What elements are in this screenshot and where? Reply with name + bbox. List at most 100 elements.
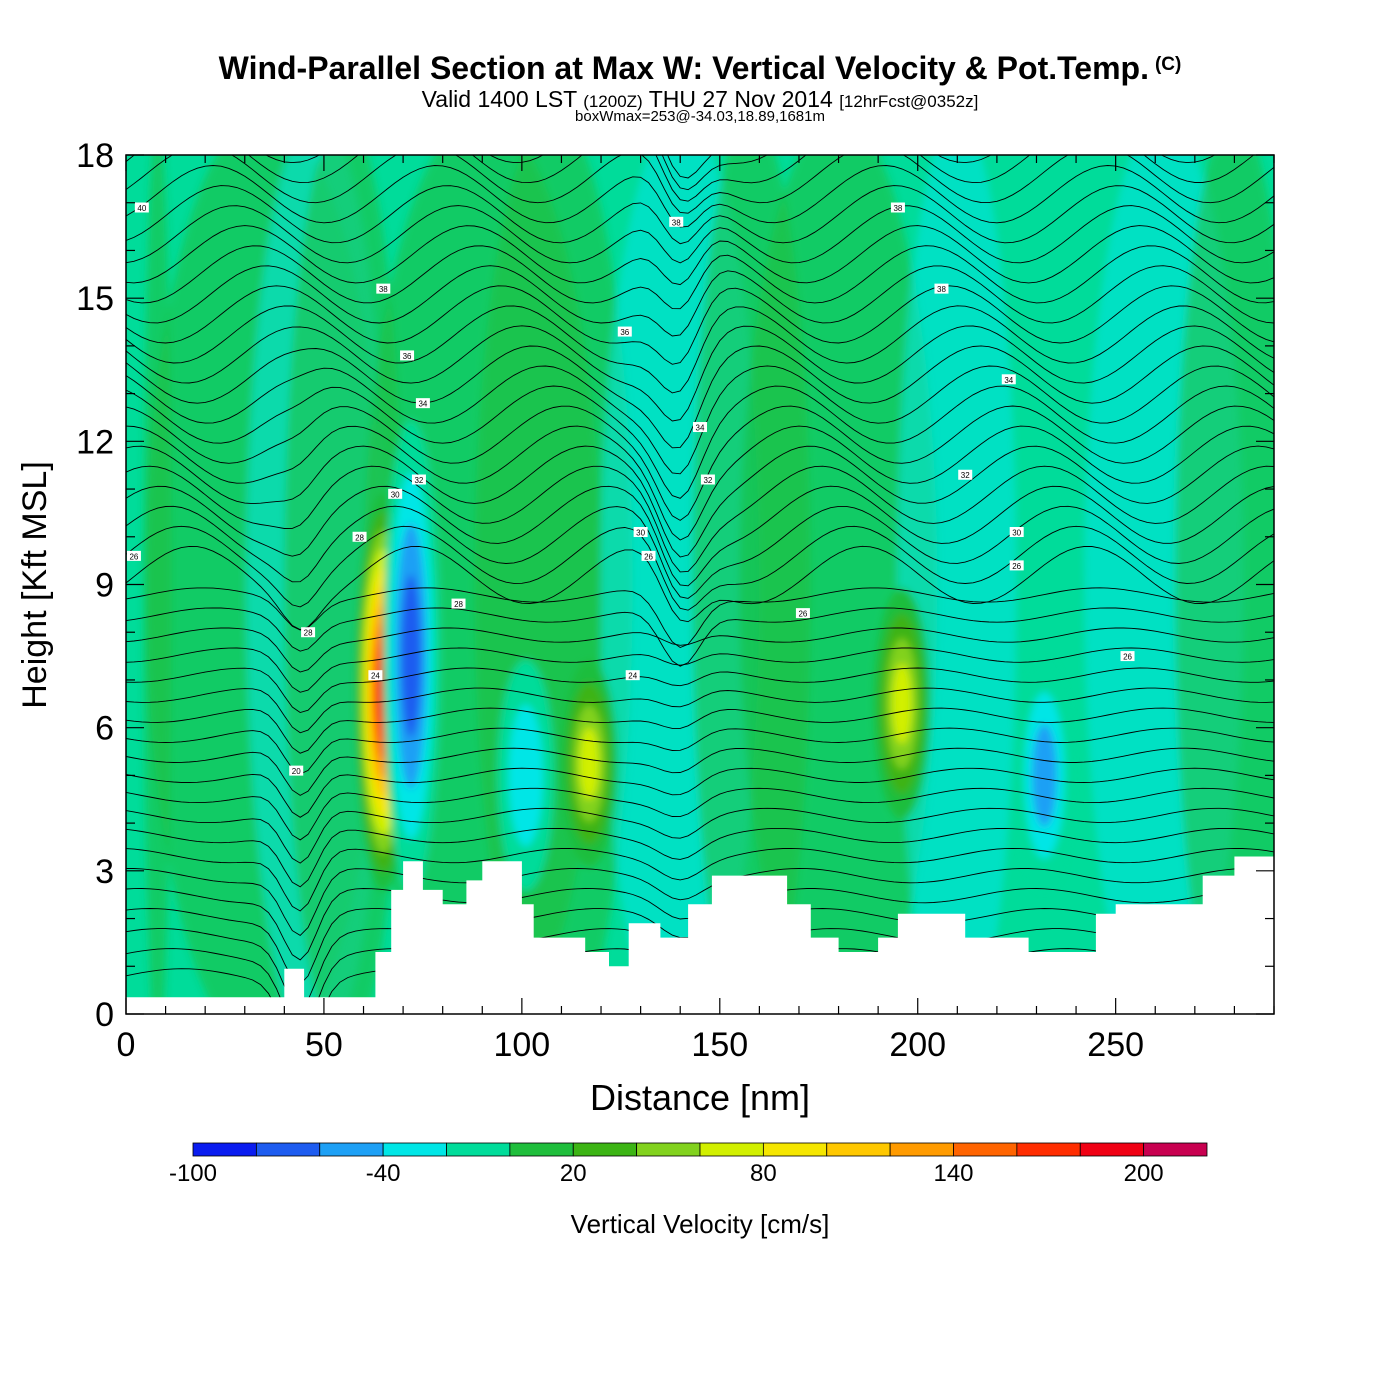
copyright-mark: (C) [1154, 54, 1182, 75]
contour-label: 36 [617, 326, 632, 337]
contour-label-bg [1120, 651, 1135, 662]
colorbar-segment [509, 1142, 574, 1157]
contour-label: 32 [411, 474, 426, 485]
colorbar-segment [572, 1142, 638, 1157]
field-core [401, 574, 421, 738]
contour-label-text: 30 [1012, 529, 1021, 538]
contour-label-bg [289, 765, 304, 776]
colorbar-segment [1016, 1142, 1081, 1157]
y-tick-label: 18 [76, 137, 114, 175]
theta-contour-line [126, 607, 1274, 667]
theta-contour-line [126, 485, 1274, 587]
contour-label-bg [795, 608, 810, 619]
theta-contour-line [126, 465, 1274, 573]
theta-contour-line [126, 627, 1274, 673]
theta-contour-line [126, 165, 1274, 228]
contour-label: 30 [388, 488, 403, 499]
theta-contour-line [126, 345, 1274, 449]
contour-label-bg [301, 627, 316, 638]
y-tick-label: 6 [95, 710, 114, 748]
theta-contour-line [126, 587, 1274, 649]
contour-label-bg [352, 531, 367, 542]
contour-label-text: 26 [129, 552, 138, 561]
contour-label-text: 36 [620, 328, 629, 337]
contour-label: 26 [1009, 560, 1024, 571]
contour-label-text: 26 [644, 552, 653, 561]
field-band [1175, 155, 1274, 1014]
field-core [508, 704, 544, 847]
contour-label-text: 38 [672, 218, 681, 227]
contour-label: 24 [368, 670, 383, 681]
colorbar-label: Vertical Velocity [cm/s] [571, 1209, 830, 1239]
contour-label: 40 [134, 202, 149, 213]
contour-label: 30 [633, 527, 648, 538]
contour-label: 28 [451, 598, 466, 609]
theta-contour-line [126, 365, 1274, 475]
theta-contour-line [126, 305, 1274, 394]
contour-label: 24 [625, 670, 640, 681]
contour-label-text: 26 [798, 610, 807, 619]
x-tick-label: 250 [1087, 1026, 1144, 1064]
theta-contour-line [126, 155, 1274, 214]
chart-info: boxWmax=253@-34.03,18.89,1681m [575, 108, 825, 125]
theta-contour-line [126, 425, 1274, 541]
contour-label: 30 [1009, 527, 1024, 538]
theta-contour-line [126, 405, 1274, 521]
contour-label-text: 28 [355, 533, 364, 542]
contour-label-text: 24 [371, 672, 380, 681]
theta-contour-line [126, 505, 1274, 599]
colorbar-tick-label: 140 [933, 1160, 973, 1187]
chart-title: Wind-Parallel Section at Max W: Vertical… [0, 50, 1400, 87]
contour-label: 26 [641, 550, 656, 561]
terrain-mask [126, 842, 1274, 1014]
contour-label-bg [126, 550, 141, 561]
contour-label-bg [669, 216, 684, 227]
y-tick-label: 0 [95, 996, 114, 1034]
contour-label-text: 34 [1004, 376, 1013, 385]
colorbar: -100 -40 20 80 140 200 [169, 1142, 1208, 1187]
theta-contour-line [126, 727, 1274, 775]
contour-label-bg [1009, 560, 1024, 571]
colorbar-segment [319, 1142, 384, 1157]
contour-label-bg [400, 350, 415, 361]
colorbar-tick-label: 20 [560, 1160, 587, 1187]
colorbar-tick-label: -40 [366, 1160, 401, 1187]
theta-contour-line [265, 155, 1216, 191]
contour-label-bg [633, 527, 648, 538]
contour-label: 32 [700, 474, 715, 485]
theta-contour-line [126, 385, 1274, 499]
y-tick-label: 3 [95, 853, 114, 891]
contour-label-bg [1001, 374, 1016, 385]
colorbar-segment [699, 1142, 764, 1157]
x-tick-label: 100 [493, 1026, 550, 1064]
colorbar-segment [446, 1142, 511, 1157]
theta-contour-line [126, 647, 1274, 693]
contour-label-text: 26 [1123, 653, 1132, 662]
theta-contour-line [126, 545, 1274, 631]
contour-labels: 40 38 36 34 32 30 28 26 28 24 20 28 30 26 36 38 34 32 24 26… [126, 202, 1135, 776]
contour-label-bg [958, 469, 973, 480]
theta-contour-line [126, 667, 1274, 713]
contour-label-text: 32 [961, 471, 970, 480]
subtitle-date: THU 27 Nov 2014 [648, 86, 833, 112]
x-tick-label: 200 [889, 1026, 946, 1064]
subtitle-valid: Valid 1400 LST [421, 86, 577, 112]
colorbar-segment [826, 1142, 891, 1157]
theta-contour-line [126, 265, 1274, 337]
colorbar-segment [889, 1142, 954, 1157]
theta-contour-line [126, 205, 1274, 264]
contour-label-text: 32 [703, 476, 712, 485]
contour-label-bg [1009, 527, 1024, 538]
contour-label-text: 28 [304, 629, 313, 638]
theta-contour-line [126, 767, 1274, 818]
theta-contour-line [126, 325, 1274, 422]
y-tick-label: 15 [76, 280, 114, 318]
contour-label: 28 [352, 531, 367, 542]
field-core [892, 663, 912, 744]
contour-label-bg [890, 202, 905, 213]
contour-label-text: 40 [137, 204, 146, 213]
field-core [1031, 724, 1057, 827]
contour-label-bg [641, 550, 656, 561]
contour-label: 34 [415, 398, 430, 409]
